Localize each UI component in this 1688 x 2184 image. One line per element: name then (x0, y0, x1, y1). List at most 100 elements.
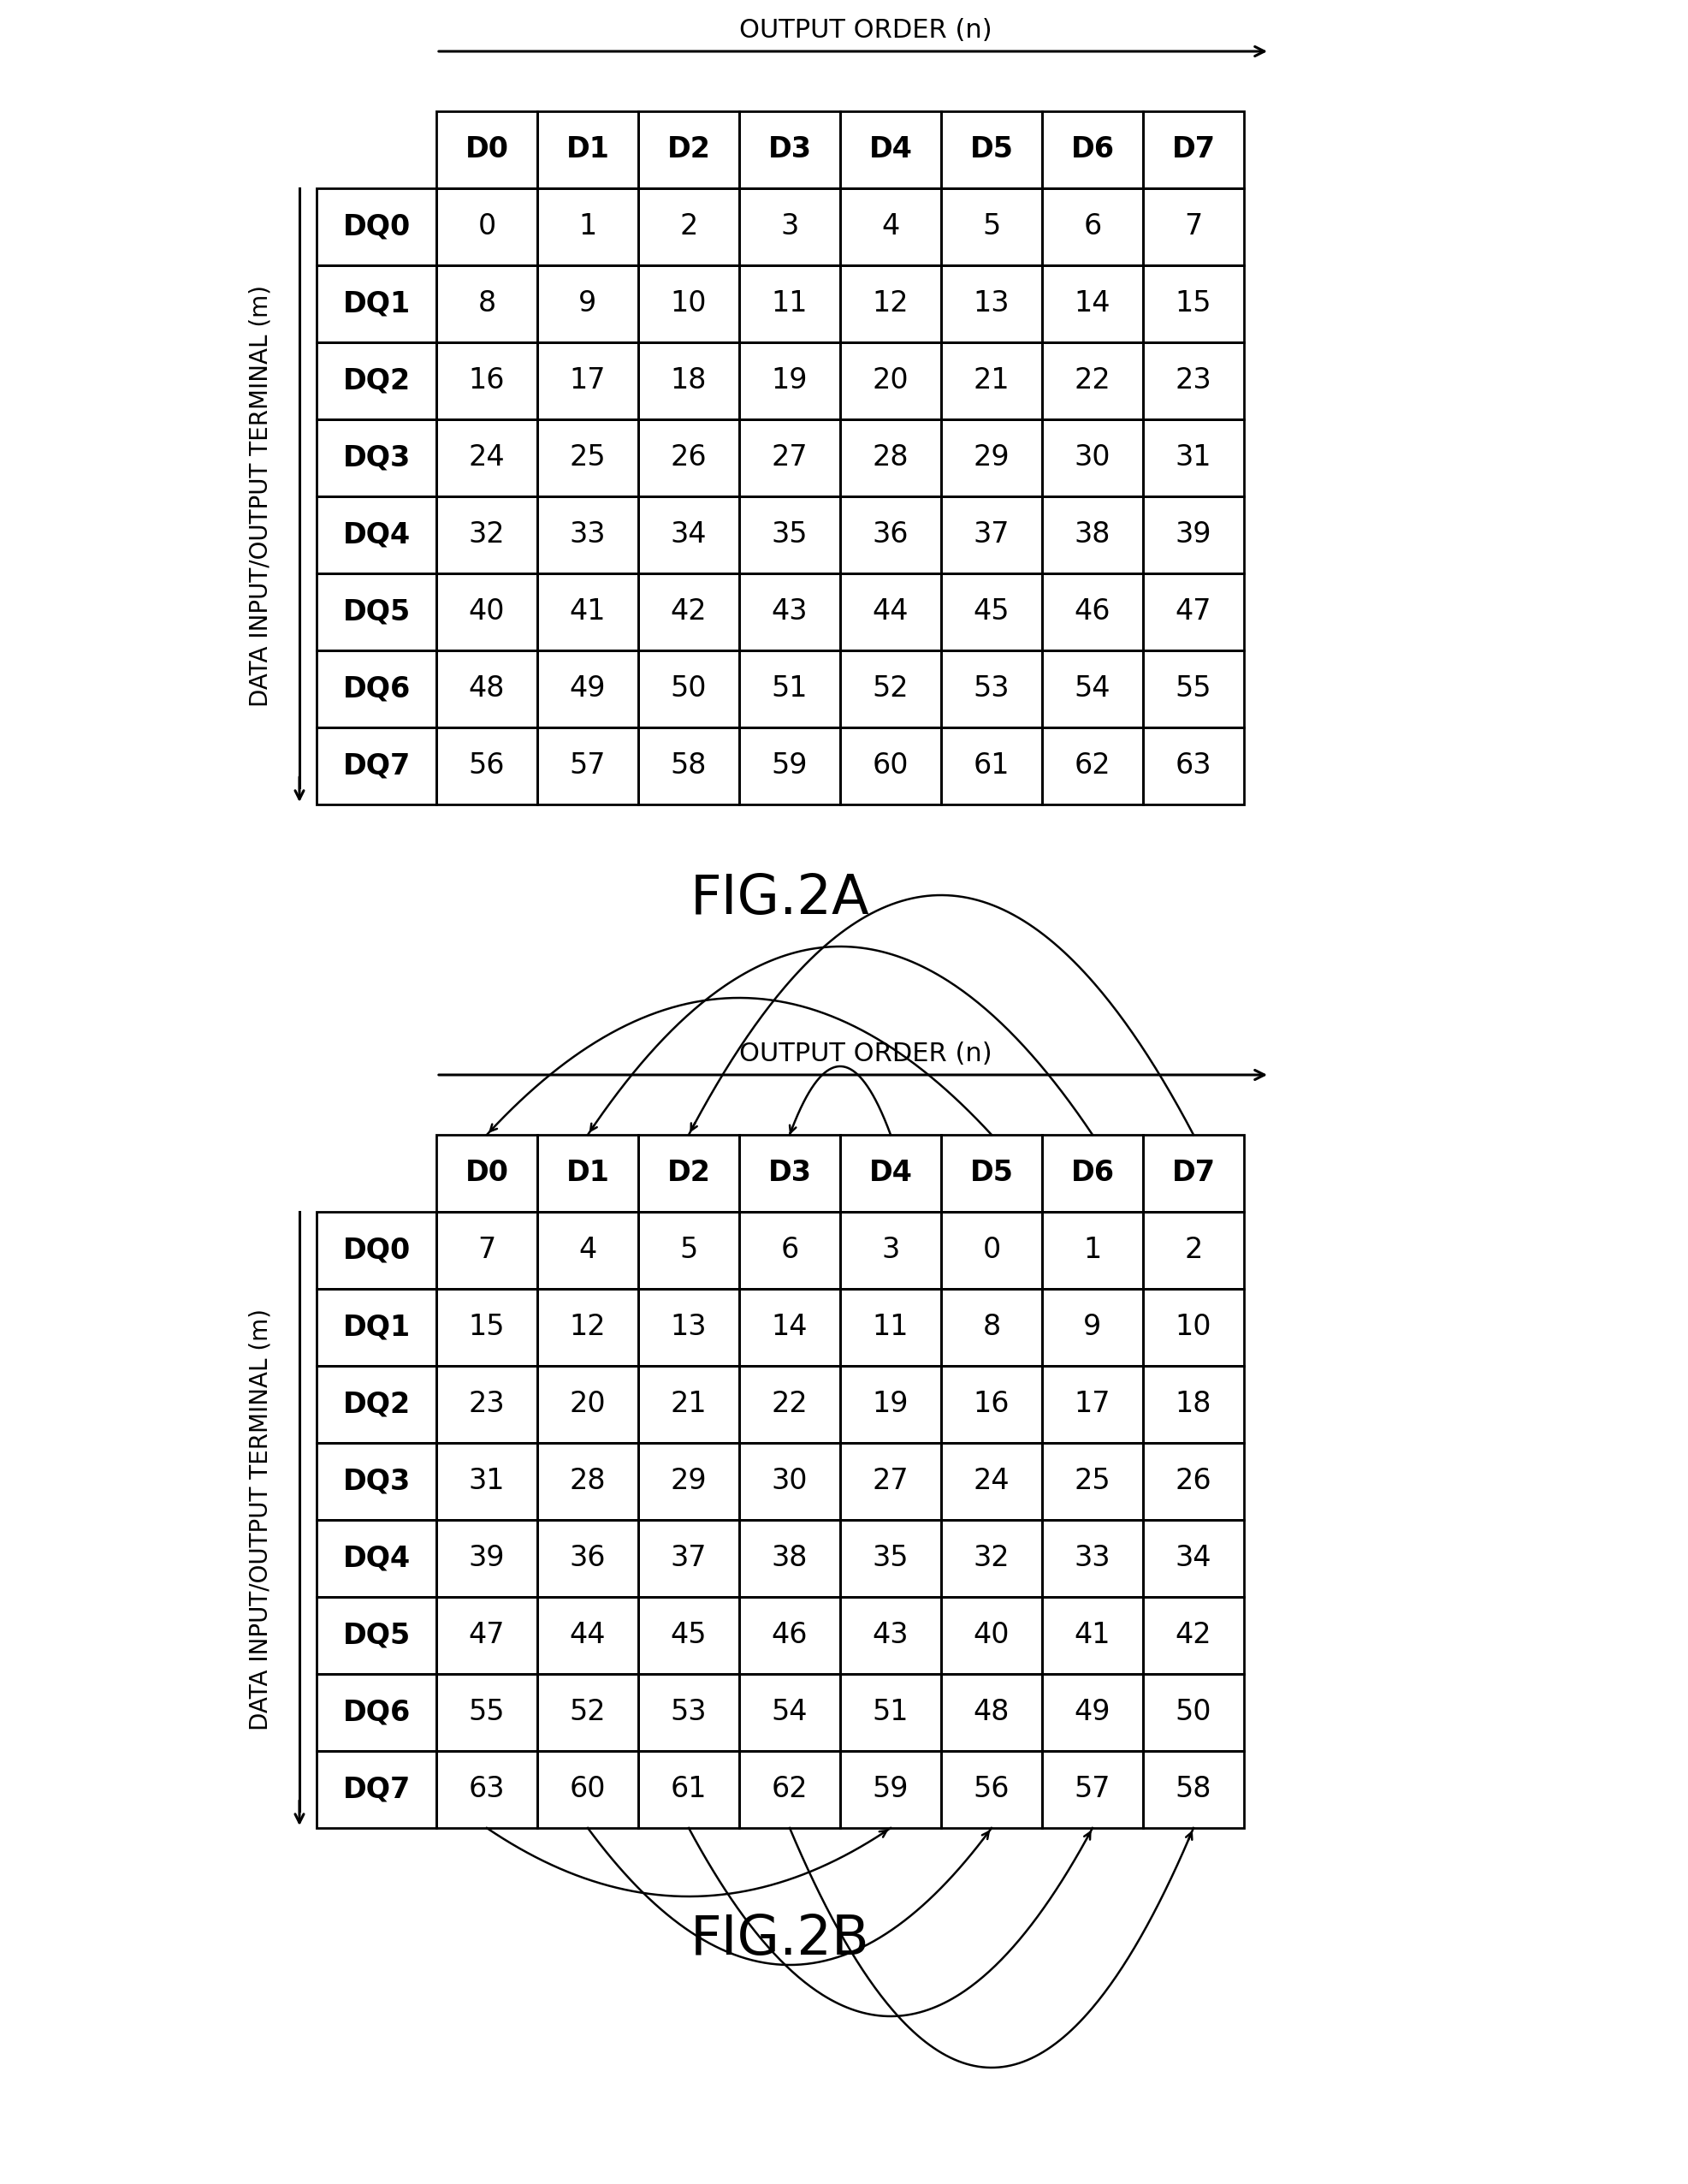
Text: 16: 16 (468, 367, 505, 395)
Bar (739, 188, 839, 264)
Text: 3: 3 (780, 212, 798, 240)
Bar (638, 496, 739, 574)
Text: 31: 31 (468, 1468, 505, 1496)
Text: 18: 18 (1175, 1391, 1210, 1417)
Bar (1041, 111, 1143, 188)
Bar (638, 727, 739, 804)
Text: 13: 13 (972, 290, 1009, 319)
Bar (537, 188, 638, 264)
Text: 11: 11 (771, 290, 807, 319)
Bar (1041, 1289, 1143, 1365)
Bar (537, 1212, 638, 1289)
Bar (537, 727, 638, 804)
Bar (1143, 343, 1244, 419)
Bar (316, 1673, 436, 1752)
Text: DQ1: DQ1 (343, 1313, 410, 1341)
Bar (839, 1212, 940, 1289)
Bar (316, 1365, 436, 1444)
Bar (1041, 343, 1143, 419)
Bar (1143, 727, 1244, 804)
Bar (537, 1752, 638, 1828)
Bar (839, 651, 940, 727)
Bar (1143, 111, 1244, 188)
Text: 9: 9 (579, 290, 596, 319)
Text: 28: 28 (569, 1468, 606, 1496)
Text: 50: 50 (1175, 1699, 1210, 1728)
Text: 19: 19 (873, 1391, 908, 1417)
Text: 15: 15 (1175, 290, 1210, 319)
Text: 26: 26 (1175, 1468, 1210, 1496)
Text: 40: 40 (972, 1621, 1009, 1649)
Bar (1143, 188, 1244, 264)
Bar (638, 1752, 739, 1828)
Text: 22: 22 (1074, 367, 1111, 395)
Bar (839, 1597, 940, 1673)
Bar (739, 1752, 839, 1828)
Text: 45: 45 (972, 598, 1009, 627)
Text: 17: 17 (1074, 1391, 1111, 1417)
Bar (436, 651, 537, 727)
Bar (436, 1597, 537, 1673)
Bar (316, 1289, 436, 1365)
Bar (638, 343, 739, 419)
Text: 17: 17 (569, 367, 606, 395)
Text: 44: 44 (873, 598, 908, 627)
Text: D5: D5 (969, 1160, 1013, 1188)
Text: DQ4: DQ4 (343, 520, 410, 548)
Text: 30: 30 (1074, 443, 1111, 472)
Bar (436, 1289, 537, 1365)
Bar (537, 419, 638, 496)
Text: 14: 14 (771, 1313, 807, 1341)
Bar (1143, 1673, 1244, 1752)
Text: 6: 6 (780, 1236, 798, 1265)
Bar (638, 651, 739, 727)
Text: 27: 27 (873, 1468, 908, 1496)
Text: D3: D3 (768, 1160, 810, 1188)
Text: 32: 32 (468, 520, 505, 548)
Bar (638, 1289, 739, 1365)
Bar (1143, 1212, 1244, 1289)
Bar (839, 1752, 940, 1828)
Text: 34: 34 (1175, 1544, 1210, 1572)
Bar (739, 1136, 839, 1212)
Bar (940, 1289, 1041, 1365)
Text: DQ5: DQ5 (343, 1621, 410, 1649)
Bar (739, 1365, 839, 1444)
Text: D2: D2 (667, 1160, 711, 1188)
Bar (839, 419, 940, 496)
Bar (739, 1212, 839, 1289)
Bar (638, 419, 739, 496)
Text: FIG.2B: FIG.2B (690, 1913, 869, 1966)
Text: DQ4: DQ4 (343, 1544, 410, 1572)
Bar (839, 188, 940, 264)
Text: 5: 5 (982, 212, 1001, 240)
Bar (940, 343, 1041, 419)
Text: 7: 7 (478, 1236, 496, 1265)
Bar (316, 727, 436, 804)
Bar (638, 264, 739, 343)
Bar (1143, 496, 1244, 574)
Text: 48: 48 (972, 1699, 1009, 1728)
Text: 58: 58 (1175, 1776, 1210, 1804)
Bar (638, 1136, 739, 1212)
Text: 49: 49 (569, 675, 606, 703)
Bar (436, 1444, 537, 1520)
Text: 48: 48 (469, 675, 505, 703)
Text: 51: 51 (873, 1699, 908, 1728)
Text: DQ6: DQ6 (343, 675, 410, 703)
Text: 63: 63 (468, 1776, 505, 1804)
Bar (940, 651, 1041, 727)
Bar (940, 727, 1041, 804)
Text: DQ0: DQ0 (343, 212, 410, 240)
Text: DQ0: DQ0 (343, 1236, 410, 1265)
Bar (1041, 496, 1143, 574)
Text: DQ2: DQ2 (343, 1391, 410, 1417)
Text: 38: 38 (1074, 520, 1111, 548)
Bar (739, 1597, 839, 1673)
Text: D6: D6 (1070, 135, 1114, 164)
Text: 56: 56 (468, 751, 505, 780)
Bar (537, 1136, 638, 1212)
Text: 4: 4 (579, 1236, 596, 1265)
Bar (1143, 1136, 1244, 1212)
Text: DQ7: DQ7 (343, 1776, 410, 1804)
